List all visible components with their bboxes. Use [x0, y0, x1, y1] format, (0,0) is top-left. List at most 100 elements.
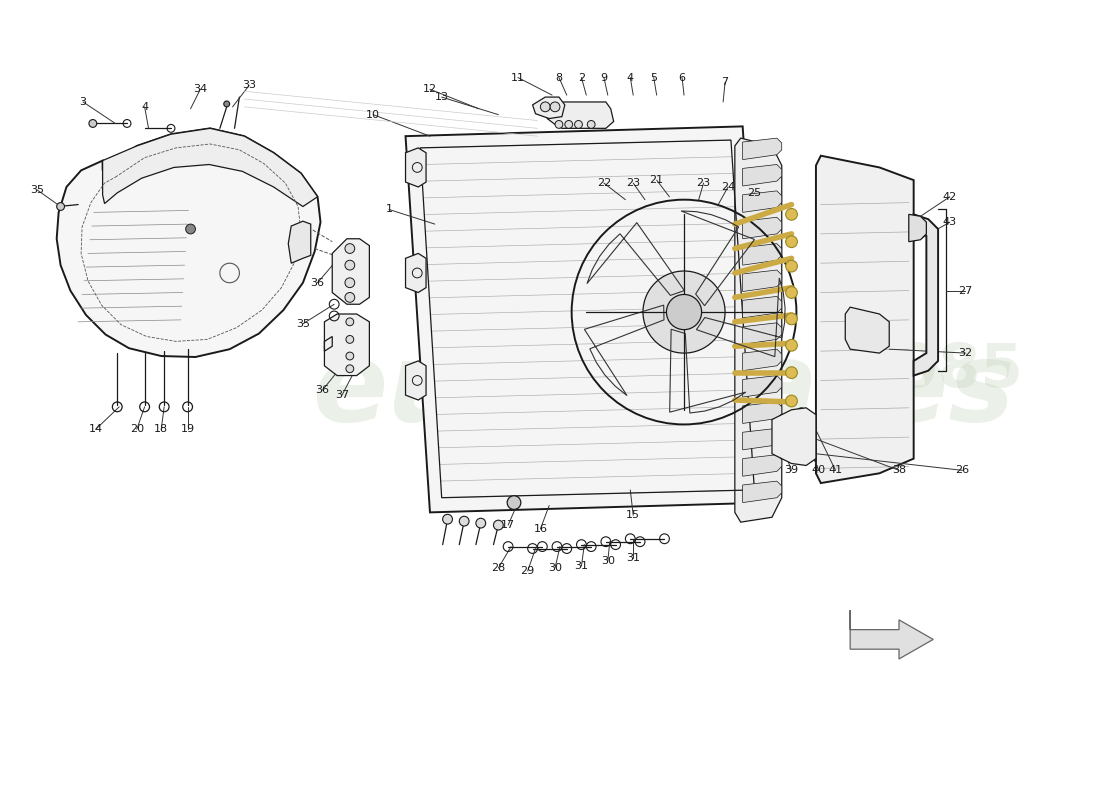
Polygon shape — [547, 102, 614, 128]
Polygon shape — [742, 375, 782, 397]
Polygon shape — [324, 314, 370, 375]
Polygon shape — [850, 610, 933, 659]
Polygon shape — [332, 238, 370, 304]
Polygon shape — [742, 165, 782, 186]
Text: 5: 5 — [650, 73, 657, 82]
Text: 30: 30 — [548, 563, 562, 573]
Circle shape — [345, 278, 354, 288]
Polygon shape — [406, 126, 767, 512]
Text: 22: 22 — [597, 178, 611, 188]
Text: 35: 35 — [296, 318, 310, 329]
Text: 2: 2 — [578, 73, 585, 82]
Circle shape — [785, 260, 798, 272]
Text: 10: 10 — [366, 110, 381, 120]
Text: 24: 24 — [720, 182, 735, 192]
Text: 11: 11 — [510, 73, 525, 82]
Circle shape — [785, 236, 798, 247]
Polygon shape — [406, 254, 426, 293]
Text: 27: 27 — [958, 286, 972, 295]
Text: 12: 12 — [422, 84, 437, 94]
Circle shape — [796, 408, 806, 418]
Circle shape — [796, 454, 806, 463]
Text: 6: 6 — [679, 73, 685, 82]
Text: 26: 26 — [956, 466, 969, 475]
Circle shape — [345, 365, 354, 373]
Text: 8: 8 — [556, 73, 562, 82]
Text: 35: 35 — [30, 185, 44, 195]
Text: 42: 42 — [943, 192, 957, 202]
Polygon shape — [735, 138, 782, 522]
Circle shape — [345, 335, 354, 343]
Text: 33: 33 — [242, 80, 256, 90]
Text: 21: 21 — [650, 175, 663, 185]
Circle shape — [550, 102, 560, 112]
Circle shape — [574, 121, 582, 128]
Text: 28: 28 — [492, 563, 506, 573]
Polygon shape — [742, 323, 782, 344]
Polygon shape — [816, 156, 914, 483]
Text: 32: 32 — [958, 348, 972, 358]
Circle shape — [785, 313, 798, 325]
Text: 23: 23 — [696, 178, 711, 188]
Circle shape — [785, 209, 798, 220]
Circle shape — [587, 121, 595, 128]
Polygon shape — [742, 349, 782, 370]
Text: 1: 1 — [385, 205, 393, 214]
Polygon shape — [406, 361, 426, 400]
Circle shape — [914, 223, 923, 233]
Text: 16: 16 — [534, 524, 548, 534]
Text: 41: 41 — [828, 466, 843, 475]
Circle shape — [89, 119, 97, 127]
Polygon shape — [742, 218, 782, 238]
Text: 23: 23 — [626, 178, 640, 188]
Text: 3: 3 — [79, 97, 87, 107]
Polygon shape — [742, 454, 782, 476]
Circle shape — [186, 224, 196, 234]
Circle shape — [442, 514, 452, 524]
Circle shape — [644, 271, 725, 353]
Circle shape — [785, 366, 798, 378]
Polygon shape — [288, 221, 310, 263]
Circle shape — [785, 286, 798, 298]
Text: 43: 43 — [943, 217, 957, 227]
Circle shape — [667, 294, 702, 330]
Polygon shape — [742, 244, 782, 265]
Polygon shape — [742, 138, 782, 160]
Text: 25: 25 — [747, 188, 761, 198]
Text: 37: 37 — [336, 390, 349, 400]
Text: 17: 17 — [502, 520, 515, 530]
Text: 40: 40 — [812, 466, 826, 475]
Polygon shape — [742, 481, 782, 502]
Text: 9: 9 — [601, 73, 607, 82]
Circle shape — [345, 293, 354, 302]
Text: 30: 30 — [601, 556, 615, 566]
Polygon shape — [772, 408, 816, 466]
Circle shape — [556, 121, 563, 128]
Polygon shape — [909, 214, 926, 242]
Text: 31: 31 — [574, 561, 589, 571]
Polygon shape — [845, 307, 889, 353]
Polygon shape — [532, 97, 564, 118]
Text: 20: 20 — [130, 424, 144, 434]
Polygon shape — [742, 402, 782, 423]
Polygon shape — [742, 428, 782, 450]
Text: 13: 13 — [434, 92, 449, 102]
Circle shape — [345, 260, 354, 270]
Text: 4: 4 — [627, 73, 634, 82]
Circle shape — [345, 318, 354, 326]
Circle shape — [507, 496, 520, 510]
Text: 18: 18 — [154, 424, 168, 434]
Text: 36: 36 — [316, 386, 330, 395]
Circle shape — [460, 516, 469, 526]
Text: 19: 19 — [180, 424, 195, 434]
Polygon shape — [406, 148, 426, 187]
Circle shape — [345, 244, 354, 254]
Text: 34: 34 — [194, 84, 208, 94]
Text: 15: 15 — [626, 510, 640, 520]
Circle shape — [540, 102, 550, 112]
Circle shape — [345, 352, 354, 360]
Text: 14: 14 — [89, 424, 102, 434]
Text: 31: 31 — [626, 554, 640, 563]
Text: 4: 4 — [141, 102, 149, 112]
Text: 36: 36 — [310, 278, 324, 288]
